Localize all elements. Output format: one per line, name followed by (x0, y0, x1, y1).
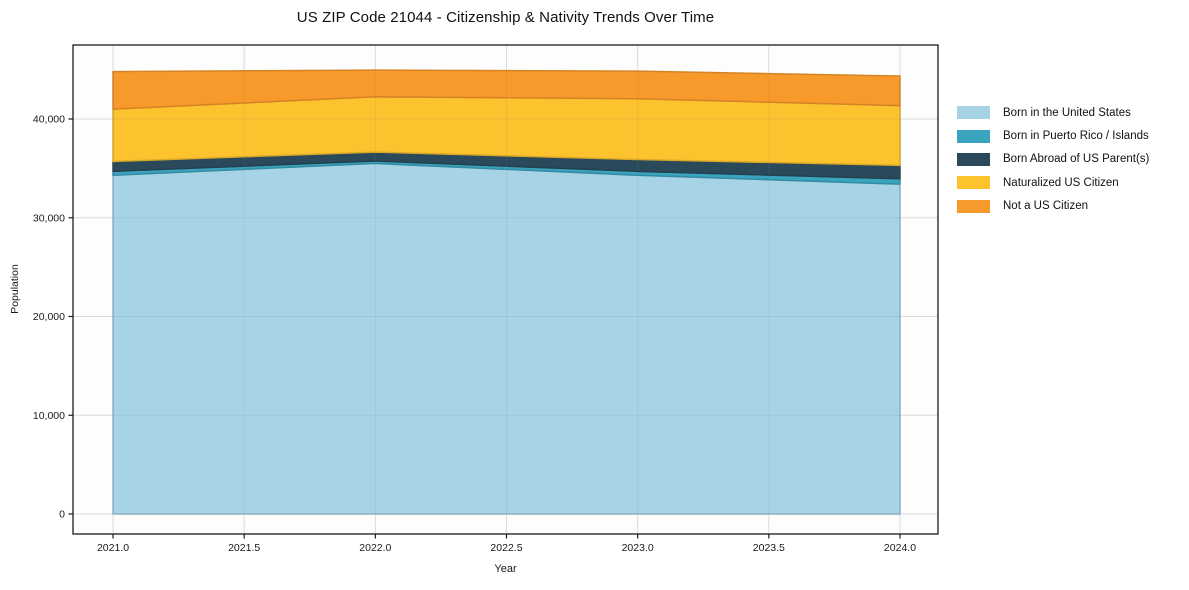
legend: Born in the United States Born in Puerto… (957, 101, 1149, 218)
axes-spines (72, 44, 939, 535)
y-tick-label: 30,000 (33, 212, 65, 224)
stacked-areas (112, 69, 901, 515)
legend-item: Not a US Citizen (957, 195, 1149, 218)
x-axis-label: Year (494, 563, 517, 575)
chart-title: US ZIP Code 21044 - Citizenship & Nativi… (296, 9, 715, 26)
legend-swatch (957, 199, 990, 213)
legend-label: Born in the United States (1003, 106, 1131, 119)
legend-label: Born Abroad of US Parent(s) (1003, 153, 1150, 166)
y-tick-label: 40,000 (33, 114, 65, 126)
legend-label: Not a US Citizen (1003, 200, 1089, 213)
legend-item: Born in the United States (957, 101, 1149, 124)
legend-item: Born in Puerto Rico / Islands (957, 124, 1149, 147)
legend-item: Born Abroad of US Parent(s) (957, 148, 1149, 171)
axis-tick-labels: 2021.0 2021.5 2022.0 2022.5 2023.0 2023.5 2024… (33, 114, 916, 554)
y-tick-label: 0 (59, 509, 65, 521)
legend-label: Naturalized US Citizen (1003, 176, 1119, 189)
area-series (112, 69, 901, 110)
x-tick-label: 2022.0 (359, 542, 391, 554)
y-tick-label: 20,000 (33, 311, 65, 323)
x-tick-label: 2023.5 (753, 542, 785, 554)
x-tick-label: 2021.5 (228, 542, 260, 554)
x-tick-label: 2022.5 (490, 542, 522, 554)
legend-swatch (957, 176, 990, 190)
x-tick-label: 2023.0 (622, 542, 654, 554)
legend-label: Born in Puerto Rico / Islands (1003, 130, 1149, 143)
legend-swatch (957, 152, 990, 166)
x-tick-label: 2024.0 (884, 542, 916, 554)
axis-ticks (68, 118, 901, 539)
legend-swatch (957, 129, 990, 143)
legend-item: Naturalized US Citizen (957, 171, 1149, 194)
y-axis-label: Population (9, 264, 21, 314)
x-tick-label: 2021.0 (97, 542, 129, 554)
gridlines-overlay (73, 45, 938, 534)
legend-swatch (957, 106, 990, 120)
y-tick-label: 10,000 (33, 410, 65, 422)
